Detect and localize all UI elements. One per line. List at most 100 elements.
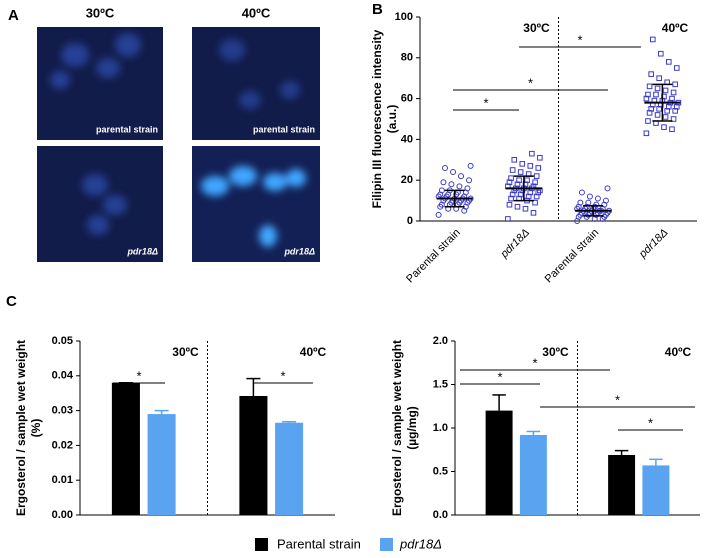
group-label: 30ºC (523, 21, 550, 35)
image-label: pdr18Δ (283, 246, 315, 256)
data-point (649, 36, 656, 43)
y-axis-unit: (%) (29, 419, 43, 438)
y-tick-label: 0 (407, 215, 413, 227)
image-column-title: 40ºC (242, 5, 271, 20)
data-point (509, 191, 516, 198)
data-point (645, 118, 651, 124)
panel-label: A (8, 7, 19, 24)
y-tick-label: 0.02 (52, 439, 73, 451)
data-point (532, 199, 538, 206)
y-axis-title: Ergosterol / sample wet weight (14, 340, 28, 516)
data-point (525, 193, 532, 200)
data-point (535, 165, 542, 171)
significance-label: * (136, 368, 141, 383)
y-tick-label: 0.05 (52, 335, 73, 347)
image-label: parental strain (253, 124, 315, 134)
data-point (508, 175, 514, 181)
group-label: 40ºC (662, 21, 689, 35)
significance-label: * (483, 95, 488, 110)
data-point (593, 201, 600, 208)
data-point (586, 193, 593, 200)
data-point (522, 205, 529, 212)
data-point (537, 154, 543, 161)
data-point (533, 193, 540, 200)
data-point (577, 199, 584, 206)
data-point (530, 210, 537, 216)
data-point (670, 89, 677, 96)
data-point (656, 75, 662, 82)
y-tick-label: 100 (395, 11, 413, 23)
data-point (505, 216, 511, 222)
image-column-title: 30ºC (86, 5, 115, 20)
x-tick-label: Parental strain (543, 227, 602, 286)
bar (275, 422, 304, 515)
data-point (648, 106, 654, 112)
bar (239, 395, 268, 515)
x-tick-label: pdr18Δ (636, 227, 670, 261)
data-point (670, 116, 677, 122)
data-point (594, 195, 601, 202)
data-point (669, 95, 675, 102)
micrograph: pdr18Δ (37, 146, 163, 262)
panel-label: B (372, 1, 383, 18)
data-point (673, 103, 680, 110)
data-point (511, 157, 518, 163)
data-point (456, 183, 463, 190)
data-point (506, 179, 513, 186)
data-point (532, 179, 538, 186)
data-point (517, 191, 524, 198)
y-axis-unit: (a.u.) (385, 105, 399, 134)
significance-label: * (577, 32, 582, 47)
group-label: 40ºC (300, 345, 327, 359)
data-point (464, 185, 471, 192)
data-point (440, 179, 447, 186)
bar (519, 434, 547, 515)
data-point (646, 110, 653, 116)
data-point (508, 195, 514, 202)
data-point (448, 181, 455, 188)
x-tick-label: pdr18Δ (498, 227, 532, 261)
data-point (517, 169, 524, 175)
group-label: 30ºC (542, 345, 569, 359)
data-point (524, 177, 530, 183)
data-point (643, 130, 650, 137)
data-point (516, 177, 522, 183)
data-point (458, 173, 465, 180)
data-point (506, 201, 513, 208)
data-point (514, 203, 521, 210)
data-point (645, 91, 651, 98)
micrograph: pdr18Δ (192, 146, 320, 262)
y-tick-label: 0.0 (433, 509, 448, 521)
data-point (648, 71, 654, 77)
y-tick-label: 2.0 (433, 335, 448, 347)
data-point (442, 164, 449, 171)
data-point (654, 85, 661, 92)
y-tick-label: 20 (401, 174, 413, 186)
y-tick-label: 40 (401, 133, 413, 145)
legend-swatch (380, 538, 393, 551)
data-point (509, 167, 516, 173)
data-point (654, 112, 661, 118)
data-point (467, 162, 474, 169)
data-point (602, 197, 609, 204)
x-tick-label: Parental strain (404, 227, 463, 286)
y-tick-label: 80 (401, 52, 413, 64)
data-point (673, 65, 680, 71)
data-point (578, 189, 585, 196)
data-point (664, 108, 670, 114)
data-point (662, 87, 669, 94)
data-point (656, 106, 662, 112)
bar (642, 465, 670, 515)
data-point (661, 124, 667, 130)
y-tick-label: 0.04 (52, 370, 74, 382)
group-label: 40ºC (665, 345, 692, 359)
micrograph: parental strain (37, 27, 163, 140)
y-tick-label: 0.00 (52, 509, 73, 521)
bar (485, 410, 513, 515)
data-point (653, 91, 659, 98)
panel-label: C (6, 293, 17, 310)
y-tick-label: 1.5 (433, 378, 448, 390)
data-point (604, 185, 611, 192)
data-point (450, 169, 457, 176)
